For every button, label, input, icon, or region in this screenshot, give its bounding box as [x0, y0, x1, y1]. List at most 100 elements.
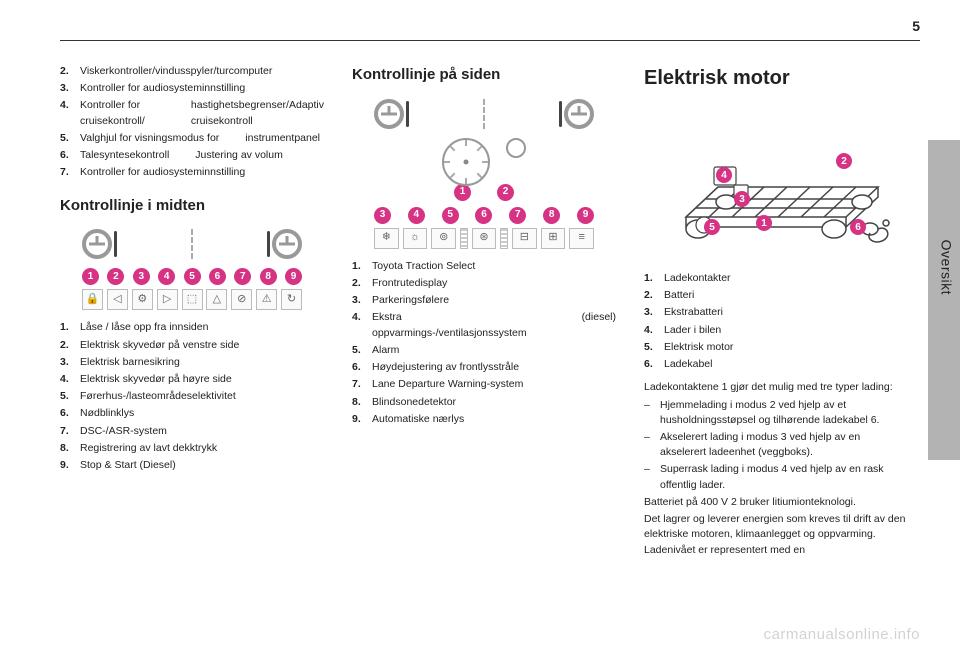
list-number: 9. [352, 412, 366, 427]
list-text: Ekstrabatteri [664, 305, 723, 320]
list-number: 6. [352, 360, 366, 375]
dash-item: –Superrask lading i modus 4 ved hjelp av… [644, 462, 908, 492]
list-text: Parkeringsfølere [372, 293, 449, 308]
ev-components-list: 1.Ladekontakter 2.Batteri 3. Ekstrabatteri 4… [644, 271, 908, 372]
steering-wheel-icon [272, 229, 302, 259]
number-bubble: 9 [285, 268, 302, 285]
stalk-icon [559, 101, 562, 127]
wheels-row [374, 96, 594, 132]
list-item: 4.Lader i bilen [644, 323, 908, 338]
ev-chassis-figure: 123456 [656, 107, 896, 257]
list-number: 5. [644, 340, 658, 355]
divider-icon [191, 229, 193, 259]
stalk-icon [406, 101, 409, 127]
number-bubble-label: 3 [739, 194, 745, 205]
list-number: 5. [352, 343, 366, 358]
number-bubble: 3 [374, 207, 391, 224]
heading-elektrisk-motor: Elektrisk motor [644, 64, 908, 93]
dash-item: –Hjemmelading i modus 2 ved hjelp av et … [644, 398, 908, 428]
number-bubble-label: 6 [855, 222, 861, 233]
wheel-right-block [559, 99, 594, 129]
divider-icon [483, 99, 485, 129]
list-item: 5.Elektrisk motor [644, 340, 908, 355]
list-item: 8.Blindsonedetektor [352, 395, 616, 410]
wheel-left-block [82, 229, 117, 259]
list-number: 6. [60, 406, 74, 421]
heading-side-line: Kontrollinje på siden [352, 64, 616, 86]
number-bubble: 7 [234, 268, 251, 285]
list-text: Elektrisk barnesikring [80, 355, 180, 370]
control-icon: ⊛ [472, 228, 497, 249]
list-item: 3.Kontroller for audiosysteminnstilling [60, 81, 324, 96]
number-bubble: 6 [475, 207, 492, 224]
control-icon [460, 228, 468, 249]
list-subtext: hastighetsbegrenser/Adaptiv cruisekontro… [171, 98, 324, 128]
list-number: 9. [60, 458, 74, 473]
list-text: Automatiske nærlys [372, 412, 464, 427]
control-icon: ⚠ [256, 289, 277, 310]
number-bubble: 2 [497, 184, 514, 201]
number-bubble-label: 1 [761, 218, 767, 229]
side-label: Oversikt [938, 240, 954, 295]
list-item: 5.Valghjul for visningsmodus forinstrume… [60, 131, 324, 146]
list-text: Elektrisk skyvedør på høyre side [80, 372, 232, 387]
column-left: 2. Viskerkontroller/vindusspyler/turcompu… [60, 64, 324, 637]
control-icon: ≡ [569, 228, 594, 249]
list-text: Kontroller for cruisekontroll/ [80, 98, 165, 128]
list-number: 4. [352, 310, 366, 340]
dash-item: –Akselerert lading i modus 3 ved hjelp a… [644, 430, 908, 460]
control-icon: ⊚ [431, 228, 456, 249]
list-item: 2.Batteri [644, 288, 908, 303]
list-number: 2. [60, 338, 74, 353]
list-item: 7.Kontroller for audiosysteminnstilling [60, 165, 324, 180]
steering-wheel-icon [374, 99, 404, 129]
top-controls-list: 2.Viskerkontroller/vindusspyler/turcompu… [60, 64, 324, 181]
list-item: 7.Lane Departure Warning-system [352, 377, 616, 392]
control-icon [500, 228, 508, 249]
list-text: Elektrisk skyvedør på venstre side [80, 338, 239, 353]
number-bubble: 3 [133, 268, 150, 285]
wheels-row [82, 226, 302, 262]
list-item: 9. Automatiske nærlys [352, 412, 616, 427]
number-bubble: 4 [158, 268, 175, 285]
list-text: Ekstra oppvarmings-/ventilasjonssystem [372, 310, 556, 340]
list-item: 7.DSC-/ASR-system [60, 424, 324, 439]
control-icon: ▷ [157, 289, 178, 310]
wheel-right-block [267, 229, 302, 259]
steering-wheel-icon [564, 99, 594, 129]
list-number: 3. [644, 305, 658, 320]
number-bubble: 6 [209, 268, 226, 285]
list-text: Talesyntesekontroll [80, 148, 169, 163]
dash-marker: – [644, 462, 654, 492]
control-icon: ⬚ [182, 289, 203, 310]
list-text: Kontroller for audiosysteminnstilling [80, 165, 245, 180]
list-item: 9.Stop & Start (Diesel) [60, 458, 324, 473]
list-item: 3. Parkeringsfølere [352, 293, 616, 308]
page-number: 5 [912, 18, 920, 34]
number-bubble: 7 [509, 207, 526, 224]
top-rule [60, 40, 920, 41]
list-item: 1.Låse / låse opp fra innsiden [60, 320, 324, 335]
list-item: 1.Ladekontakter [644, 271, 908, 286]
list-number: 7. [352, 377, 366, 392]
list-number: 1. [60, 320, 74, 335]
icon-row: 🔒◁⚙▷⬚△⊘⚠↻ [82, 289, 302, 310]
list-item: 3.Elektrisk barnesikring [60, 355, 324, 370]
dash-text: Superrask lading i modus 4 ved hjelp av … [660, 462, 908, 492]
list-item: 4.Kontroller for cruisekontroll/hastighe… [60, 98, 324, 128]
list-text: Viskerkontroller/vindusspyler/turcompute… [80, 64, 272, 79]
number-bubble: 1 [454, 184, 471, 201]
dial-row [374, 138, 594, 186]
list-item: 1.Toyota Traction Select [352, 259, 616, 274]
list-number: 3. [352, 293, 366, 308]
center-line-list: 1.Låse / låse opp fra innsiden 2. Elektris… [60, 320, 324, 473]
number-bubble: 4 [408, 207, 425, 224]
column-middle: Kontrollinje på siden [352, 64, 616, 637]
list-text: Frontrutedisplay [372, 276, 447, 291]
stalk-icon [267, 231, 270, 257]
list-number: 4. [644, 323, 658, 338]
list-item: 6.Høydejustering av frontlysstråle [352, 360, 616, 375]
stalk-icon [114, 231, 117, 257]
manual-page: 5 Oversikt 2. Viskerkontroller/vindusspyl… [0, 0, 960, 649]
number-bubble: 9 [577, 207, 594, 224]
